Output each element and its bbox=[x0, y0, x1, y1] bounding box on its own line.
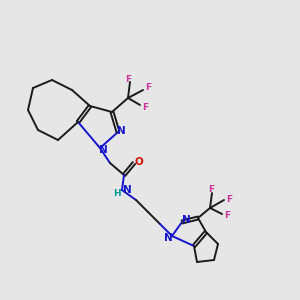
Text: F: F bbox=[125, 76, 131, 85]
Text: N: N bbox=[117, 126, 125, 136]
Text: F: F bbox=[226, 194, 232, 203]
Text: N: N bbox=[123, 185, 131, 195]
Text: N: N bbox=[164, 233, 172, 243]
Text: N: N bbox=[182, 215, 190, 225]
Text: F: F bbox=[224, 212, 230, 220]
Text: F: F bbox=[145, 83, 151, 92]
Text: H: H bbox=[113, 188, 121, 197]
Text: N: N bbox=[99, 145, 107, 155]
Text: F: F bbox=[142, 103, 148, 112]
Text: O: O bbox=[135, 157, 143, 167]
Text: F: F bbox=[208, 185, 214, 194]
